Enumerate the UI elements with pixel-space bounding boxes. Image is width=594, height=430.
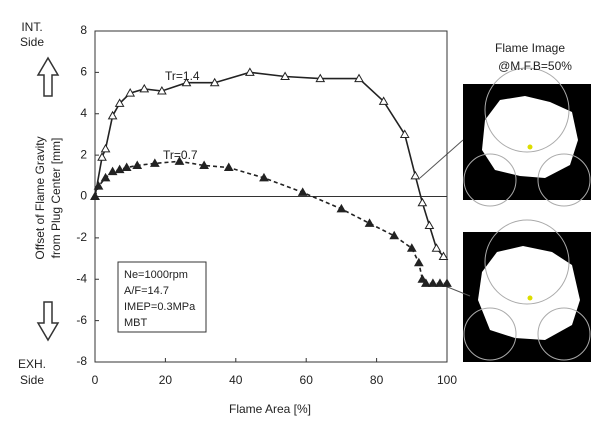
side-label: EXH. — [18, 357, 46, 371]
note: A/F=14.7 — [124, 285, 169, 297]
data-point — [109, 112, 117, 119]
data-point — [425, 221, 433, 228]
y-tick-label: 6 — [80, 65, 87, 79]
y-tick-label: 2 — [80, 147, 87, 161]
data-point — [246, 68, 254, 75]
image-caption: @M.F.B=50% — [498, 59, 572, 73]
data-point — [123, 164, 131, 171]
data-point — [140, 85, 148, 92]
y-tick-label: -8 — [76, 354, 87, 368]
y-tick-label: 0 — [80, 189, 87, 203]
y-tick-label: -4 — [76, 271, 87, 285]
image-caption: Flame Image — [495, 41, 565, 55]
y-tick-label: -6 — [76, 313, 87, 327]
note: IMEP=0.3MPa — [124, 301, 196, 313]
flame-image-bottom — [463, 220, 591, 362]
chart: Flame Image @M.F.B=50% Flame Area [%] Of… — [0, 0, 594, 425]
x-tick-label: 80 — [370, 373, 384, 387]
x-tick-label: 20 — [159, 373, 173, 387]
data-point — [432, 244, 440, 251]
y-axis-label: from Plug Center [mm] — [49, 138, 63, 259]
data-point — [390, 232, 398, 239]
down-arrow — [38, 302, 58, 340]
x-tick-label: 60 — [300, 373, 314, 387]
note: MBT — [124, 317, 148, 329]
y-tick-label: -2 — [76, 230, 87, 244]
y-tick-label: 4 — [80, 106, 87, 120]
x-tick-label: 40 — [229, 373, 243, 387]
y-axis-label: Offset of Flame Gravity — [33, 136, 47, 259]
side-label: INT. — [21, 20, 42, 34]
data-point — [366, 219, 374, 226]
side-label: Side — [20, 35, 44, 49]
x-tick-label: 0 — [92, 373, 99, 387]
side-label: Side — [20, 373, 44, 387]
x-tick-label: 100 — [437, 373, 457, 387]
data-point — [225, 164, 233, 171]
data-point — [415, 259, 423, 266]
x-axis-label: Flame Area [%] — [229, 402, 311, 416]
data-point — [102, 145, 110, 152]
data-point — [418, 199, 426, 206]
data-point — [98, 153, 106, 160]
series-label: Tr=1.4 — [165, 69, 200, 83]
pointer-line — [420, 140, 463, 178]
flame-image-top — [463, 68, 591, 206]
note: Ne=1000rpm — [124, 269, 188, 281]
series-label: Tr=0.7 — [163, 148, 198, 162]
data-point — [116, 166, 124, 173]
data-point — [109, 168, 117, 175]
data-point — [411, 172, 419, 179]
up-arrow — [38, 58, 58, 96]
y-tick-label: 8 — [80, 23, 87, 37]
